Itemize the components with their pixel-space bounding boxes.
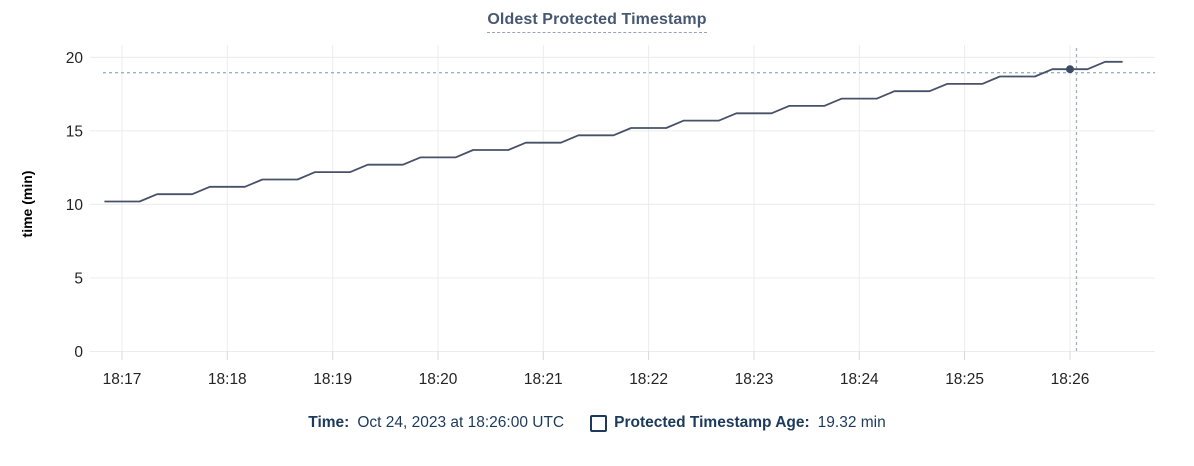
hover-marker-dot [1066, 65, 1074, 74]
series-line [104, 60, 1123, 203]
y-tick-label: 0 [74, 344, 83, 361]
x-tick-label: 18:25 [945, 371, 984, 388]
line-chart[interactable]: 0 5 10 15 20 18:17 18:18 18:19 18:20 18:21 18:22 18… [0, 0, 1194, 402]
legend-series-value: 19.32 min [817, 414, 886, 431]
y-tick-label: 20 [66, 50, 84, 67]
y-tick-label: 10 [66, 197, 84, 214]
x-tick-label: 18:22 [629, 371, 668, 388]
x-tick-label: 18:24 [840, 371, 879, 388]
x-tick-label: 18:17 [103, 371, 142, 388]
legend-series-toggle[interactable]: Protected Timestamp Age: 19.32 min [590, 414, 886, 432]
chart-title-row: Oldest Protected Timestamp [0, 11, 1194, 33]
legend-checkbox-icon[interactable] [590, 414, 608, 432]
x-tick-label: 18:20 [419, 371, 458, 388]
x-tick-label: 18:23 [735, 371, 774, 388]
x-tick-label: 18:26 [1051, 371, 1090, 388]
legend-time-value: Oct 24, 2023 at 18:26:00 UTC [357, 414, 565, 431]
chart-legend: Time: Oct 24, 2023 at 18:26:00 UTC Prote… [0, 414, 1194, 432]
x-tick-label: 18:19 [313, 371, 352, 388]
legend-time: Time: Oct 24, 2023 at 18:26:00 UTC [308, 414, 564, 432]
legend-series-label: Protected Timestamp Age: [614, 414, 810, 431]
y-tick-label: 5 [74, 271, 83, 288]
legend-time-label: Time: [308, 414, 350, 431]
y-tick-label: 15 [66, 123, 83, 140]
y-axis-title: time (min) [19, 171, 35, 238]
x-tick-label: 18:18 [208, 371, 247, 388]
x-tick-label: 18:21 [524, 371, 563, 388]
chart-title[interactable]: Oldest Protected Timestamp [487, 11, 707, 33]
